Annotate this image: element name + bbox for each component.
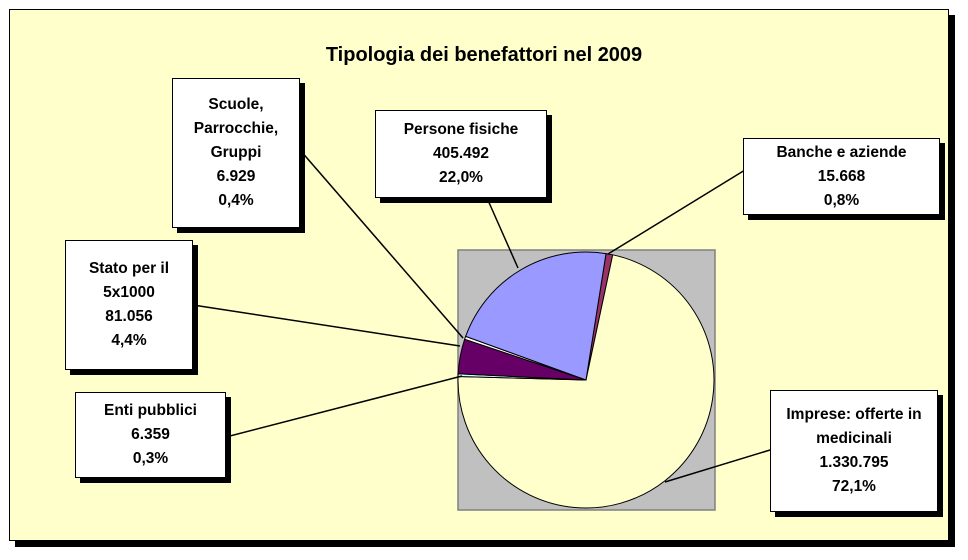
label-value: 1.330.795 xyxy=(819,454,889,471)
data-label: Stato per il 5x1000 81.056 4,4% xyxy=(65,240,193,370)
leader-line xyxy=(664,449,771,483)
data-label: Scuole, Parrocchie, Gruppi 6.929 0,4% xyxy=(172,78,300,228)
label-value: 81.056 xyxy=(105,308,153,325)
data-label: Enti pubblici 6.359 0,3% xyxy=(75,392,226,478)
label-value: 405.492 xyxy=(432,145,490,162)
pie-slice xyxy=(465,251,607,381)
leader-line xyxy=(486,197,519,269)
data-label: Banche e aziende 15.668 0,8% xyxy=(743,138,940,215)
label-category: Imprese: offerte in medicinali xyxy=(786,406,922,447)
label-value: 6.929 xyxy=(216,168,256,185)
label-category: Enti pubblici xyxy=(104,402,197,419)
label-percent: 0,8% xyxy=(823,191,860,209)
leader-line xyxy=(192,304,461,347)
label-category: Persone fisiche xyxy=(403,121,519,138)
label-percent: 72,1% xyxy=(832,478,876,495)
chart-title: Tipologia dei benefattori nel 2009 xyxy=(325,44,643,66)
label-category: Stato per il 5x1000 xyxy=(88,260,170,301)
label-percent: 22,0% xyxy=(439,169,483,186)
label-percent: 0,3% xyxy=(132,450,169,467)
label-percent: 0,4% xyxy=(218,192,254,209)
label-value: 6.359 xyxy=(131,426,170,443)
leader-line xyxy=(607,169,746,255)
pie-slice xyxy=(457,254,715,509)
leader-line xyxy=(299,149,464,339)
label-percent: 4,4% xyxy=(111,332,147,349)
leader-line xyxy=(225,375,463,438)
label-category: Scuole, Parrocchie, Gruppi xyxy=(193,96,279,161)
label-value: 15.668 xyxy=(817,167,866,185)
data-label: Imprese: offerte in medicinali 1.330.795 7… xyxy=(770,390,938,512)
label-category: Banche e aziende xyxy=(776,143,907,161)
data-label: Persone fisiche 405.492 22,0% xyxy=(375,110,547,198)
